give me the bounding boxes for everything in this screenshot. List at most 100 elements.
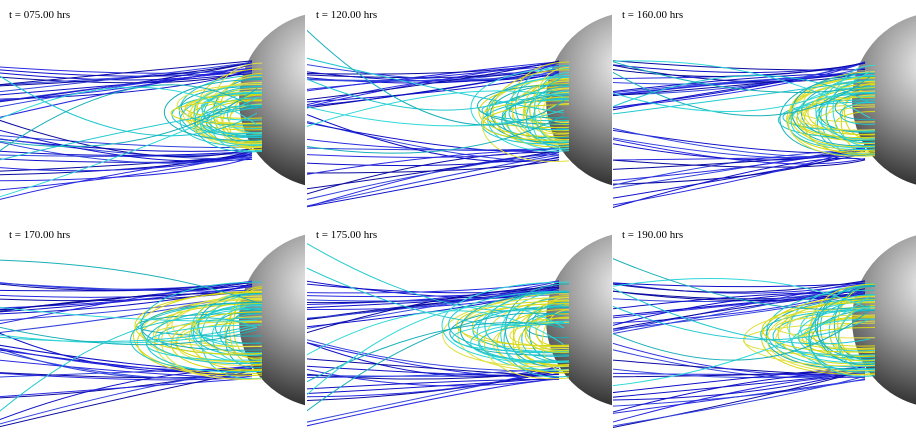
field-line xyxy=(0,62,253,81)
panel: t = 190.00 hrs xyxy=(613,229,916,428)
field-line xyxy=(307,60,560,101)
field-line xyxy=(613,370,866,428)
field-line xyxy=(613,62,866,109)
field-line xyxy=(509,321,570,348)
field-line xyxy=(307,154,560,207)
field-line xyxy=(307,152,560,167)
panel-label: t = 175.00 hrs xyxy=(316,229,377,241)
field-line xyxy=(613,370,866,413)
field-line xyxy=(0,317,258,412)
field-line xyxy=(0,152,253,157)
field-line xyxy=(307,29,565,126)
field-line xyxy=(613,60,871,119)
field-line xyxy=(779,75,876,156)
planet-sphere xyxy=(239,234,305,406)
field-line xyxy=(613,296,871,387)
field-line xyxy=(0,282,253,292)
field-line xyxy=(613,157,866,208)
field-line xyxy=(200,91,263,121)
field-line xyxy=(307,148,560,175)
field-line xyxy=(307,321,565,383)
field-line xyxy=(613,138,866,165)
field-line xyxy=(170,99,263,125)
field-line xyxy=(839,101,876,125)
field-line xyxy=(307,147,560,151)
field-line xyxy=(0,61,253,93)
field-line xyxy=(0,156,253,182)
field-line xyxy=(189,300,263,371)
field-line xyxy=(613,282,866,294)
field-line xyxy=(492,69,570,148)
field-line xyxy=(613,378,866,407)
field-line xyxy=(818,88,876,133)
field-line xyxy=(815,74,876,140)
field-line xyxy=(529,80,570,134)
field-line xyxy=(481,78,570,162)
field-line xyxy=(307,312,565,412)
field-line xyxy=(134,291,263,355)
field-line xyxy=(176,83,263,124)
field-line xyxy=(0,84,258,152)
field-line xyxy=(613,277,871,310)
field-line xyxy=(613,342,866,376)
field-line xyxy=(833,285,876,361)
field-line xyxy=(0,281,253,325)
field-line xyxy=(0,107,258,161)
field-line xyxy=(192,303,263,356)
field-line xyxy=(0,62,253,103)
field-line xyxy=(803,83,876,155)
field-line xyxy=(307,75,565,111)
field-line xyxy=(215,309,263,344)
panel: t = 120.00 hrs xyxy=(307,9,612,208)
field-line xyxy=(613,79,871,115)
field-line xyxy=(307,69,560,79)
field-line xyxy=(0,324,258,343)
field-line xyxy=(508,93,570,131)
field-line xyxy=(307,90,565,127)
field-line xyxy=(808,294,876,377)
field-line xyxy=(613,61,871,93)
field-line xyxy=(171,298,263,348)
field-line xyxy=(525,85,570,147)
field-line xyxy=(613,280,866,293)
field-line xyxy=(613,258,871,310)
field-line xyxy=(442,297,570,368)
field-line xyxy=(760,309,876,356)
field-line xyxy=(0,61,253,87)
field-line xyxy=(613,280,866,332)
field-line xyxy=(484,290,570,357)
field-line xyxy=(613,287,871,345)
field-line xyxy=(0,154,253,172)
field-line xyxy=(613,282,866,288)
field-line xyxy=(761,302,876,353)
field-line xyxy=(307,310,565,356)
field-line xyxy=(140,281,263,364)
field-line xyxy=(0,306,258,322)
field-line xyxy=(513,295,570,366)
field-line xyxy=(0,60,253,86)
field-line xyxy=(307,113,560,163)
field-line xyxy=(613,375,866,427)
field-line xyxy=(834,92,876,121)
field-line xyxy=(0,326,258,344)
field-line xyxy=(307,62,560,108)
field-line xyxy=(164,79,263,141)
field-line xyxy=(456,300,570,346)
field-line xyxy=(504,74,570,150)
field-line xyxy=(807,87,876,136)
field-line xyxy=(613,127,866,158)
field-line xyxy=(798,95,876,123)
field-line xyxy=(307,64,560,90)
field-line xyxy=(777,299,876,365)
field-line xyxy=(307,156,560,208)
field-line xyxy=(825,79,876,143)
field-line xyxy=(613,62,866,79)
field-line xyxy=(307,61,560,92)
field-line xyxy=(832,64,876,147)
panel: t = 170.00 hrs xyxy=(0,229,305,428)
field-line xyxy=(307,378,560,390)
field-line xyxy=(483,104,570,141)
field-line xyxy=(613,309,871,361)
field-line xyxy=(810,283,876,362)
